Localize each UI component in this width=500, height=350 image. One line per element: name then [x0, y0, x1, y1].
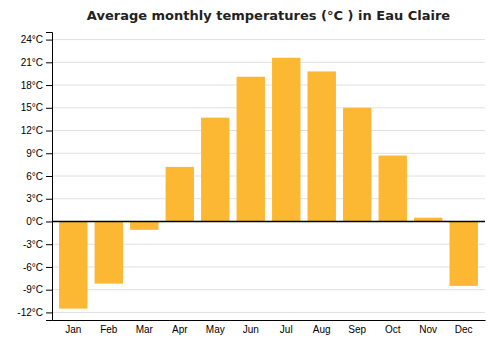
- bar: [308, 71, 336, 221]
- y-tick-mark: [46, 221, 52, 222]
- bar: [95, 221, 123, 283]
- grid-line: [52, 289, 485, 290]
- x-tick-label: Mar: [136, 324, 154, 335]
- bar: [272, 58, 300, 222]
- y-tick-mark: [46, 290, 52, 291]
- y-axis-line: [46, 33, 53, 321]
- x-tick-label: May: [206, 324, 225, 335]
- y-tick-mark: [46, 244, 52, 245]
- y-tick-label: 15°C: [21, 102, 43, 113]
- y-tick: -3°C: [23, 239, 52, 250]
- title: Average monthly temperatures (°C ) in Ea…: [87, 8, 451, 23]
- bar: [59, 221, 87, 308]
- x-axis: Jan Feb Mar Apr May Jun Jul Aug Sep Oct Nov Dec: [53, 321, 486, 336]
- x-tick-label: Dec: [455, 324, 473, 335]
- y-tick: 6°C: [26, 171, 52, 182]
- y-tick-label: 6°C: [26, 171, 43, 182]
- y-tick-mark: [46, 199, 52, 200]
- x-tick: Jan: [65, 324, 81, 335]
- y-tick-label: -3°C: [23, 239, 43, 250]
- y-tick-mark: [46, 153, 52, 154]
- grid-line: [52, 153, 485, 154]
- y-tick: 3°C: [26, 193, 52, 204]
- chart: -12°C -9°C -6°C -3°C 0°C 3°C 6°C 9°C 12°C 15°C 18°…: [0, 0, 500, 350]
- y-tick-label: 9°C: [26, 148, 43, 159]
- bar: [201, 118, 229, 222]
- y-tick-label: 21°C: [21, 57, 43, 68]
- bar: [237, 77, 265, 222]
- y-tick-label: 3°C: [26, 193, 43, 204]
- grid-line: [52, 39, 485, 40]
- x-tick-label: Apr: [172, 324, 188, 335]
- grid-line: [52, 130, 485, 131]
- x-tick-label: Jan: [65, 324, 81, 335]
- x-tick-label: Oct: [385, 324, 401, 335]
- y-tick: -9°C: [23, 284, 52, 295]
- y-tick-label: 12°C: [21, 125, 43, 136]
- x-tick: Apr: [172, 324, 188, 335]
- y-tick: 24°C: [21, 34, 52, 45]
- x-tick: Dec: [455, 324, 473, 335]
- grid: [52, 40, 485, 313]
- x-tick-label: Aug: [313, 324, 331, 335]
- grid-line: [52, 107, 485, 108]
- y-tick-label: -9°C: [23, 284, 43, 295]
- x-tick: Nov: [419, 324, 437, 335]
- y-tick: 12°C: [21, 125, 52, 136]
- x-tick: Mar: [136, 324, 154, 335]
- y-tick: 0°C: [26, 216, 52, 227]
- x-tick: Oct: [385, 324, 401, 335]
- bar: [450, 221, 478, 285]
- bar: [166, 167, 194, 222]
- grid-line: [52, 62, 485, 63]
- x-tick: Sep: [348, 324, 366, 335]
- y-tick-label: 24°C: [21, 34, 43, 45]
- y-tick-mark: [46, 108, 52, 109]
- y-tick: -6°C: [23, 262, 52, 273]
- y-tick-label: 18°C: [21, 80, 43, 91]
- y-tick: -12°C: [17, 307, 52, 318]
- x-tick-label: Feb: [100, 324, 118, 335]
- y-tick-mark: [46, 176, 52, 177]
- y-tick: 21°C: [21, 57, 52, 68]
- grid-line: [52, 176, 485, 177]
- y-tick: 18°C: [21, 80, 52, 91]
- x-tick-label: Nov: [419, 324, 437, 335]
- x-tick: May: [206, 324, 225, 335]
- y-tick-mark: [46, 267, 52, 268]
- grid-line: [52, 221, 485, 222]
- y-tick-mark: [46, 40, 52, 41]
- y-tick-mark: [46, 85, 52, 86]
- y-tick-label: -12°C: [17, 307, 43, 318]
- grid-line: [52, 85, 485, 86]
- x-tick-label: Jun: [243, 324, 259, 335]
- y-tick: 9°C: [26, 148, 52, 159]
- y-tick-mark: [46, 62, 52, 63]
- x-tick: Feb: [100, 324, 118, 335]
- zero-line: [52, 221, 485, 223]
- y-axis: -12°C -9°C -6°C -3°C 0°C 3°C 6°C 9°C 12°C 15°C 18°…: [17, 33, 52, 321]
- y-tick-mark: [46, 312, 52, 313]
- y-tick-label: -6°C: [23, 262, 43, 273]
- bar: [379, 156, 407, 222]
- x-tick: Jun: [243, 324, 259, 335]
- plot-area: [52, 40, 485, 313]
- bar: [343, 108, 371, 222]
- x-tick-label: Jul: [280, 324, 293, 335]
- x-tick-label: Sep: [348, 324, 366, 335]
- x-tick: Jul: [280, 324, 293, 335]
- grid-line: [52, 312, 485, 313]
- bars: [59, 58, 478, 309]
- x-tick: Aug: [313, 324, 331, 335]
- grid-line: [52, 198, 485, 199]
- x-axis-line: [53, 320, 486, 321]
- bar: [130, 221, 158, 229]
- y-tick: 15°C: [21, 102, 52, 113]
- y-tick-mark: [46, 131, 52, 132]
- y-tick-label: 0°C: [26, 216, 43, 227]
